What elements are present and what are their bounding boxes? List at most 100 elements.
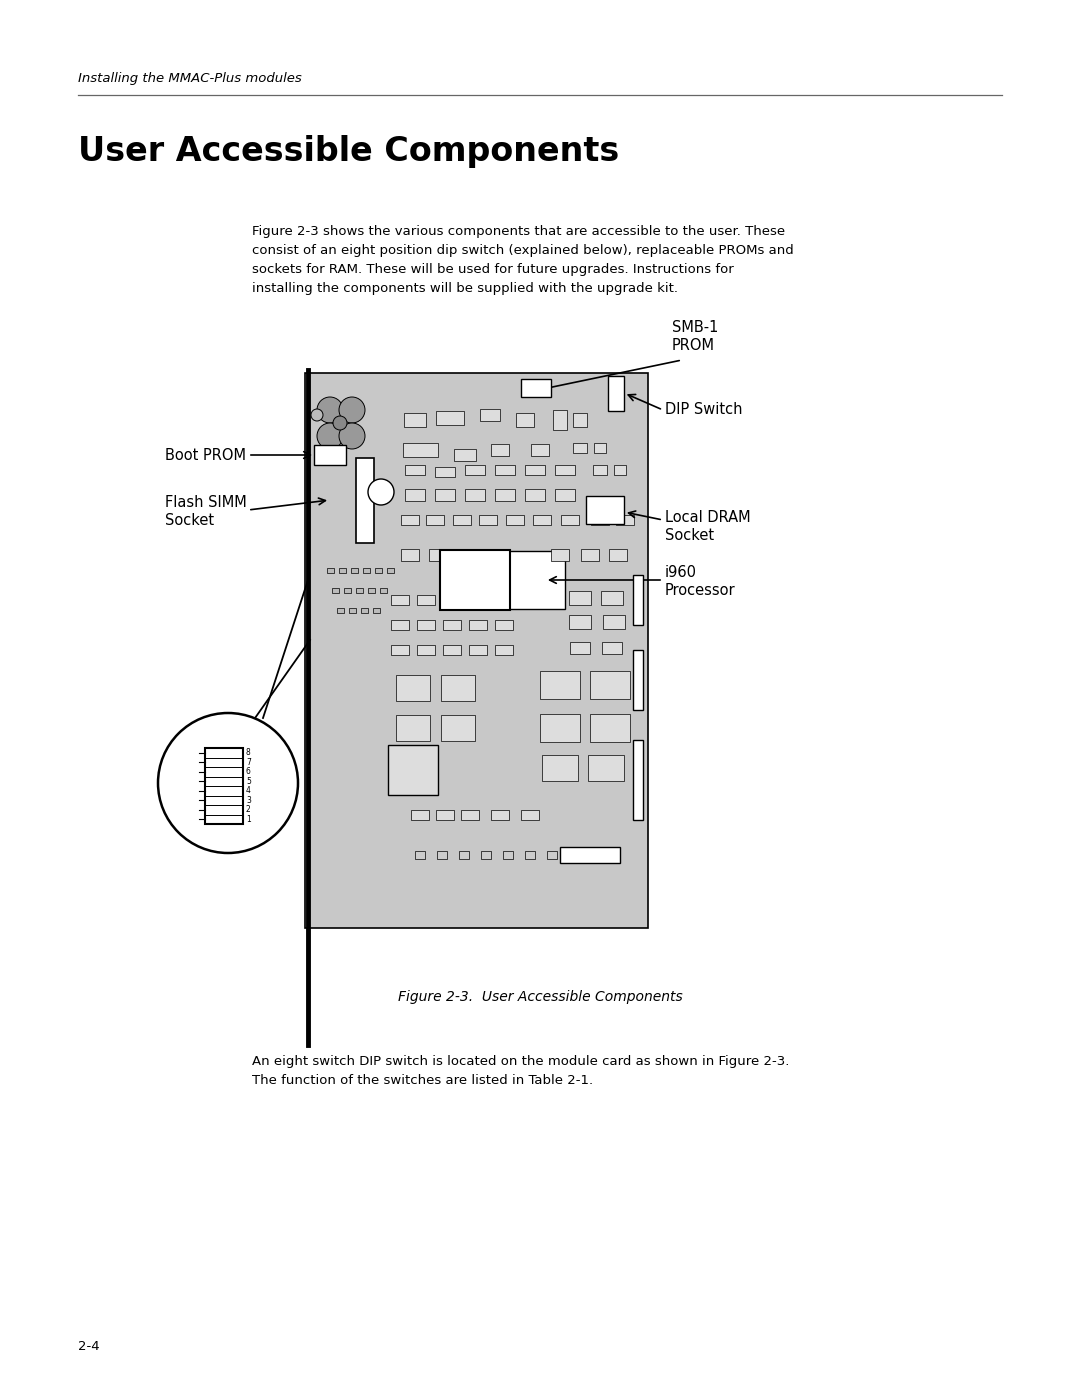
Bar <box>573 414 588 427</box>
Bar <box>561 515 579 525</box>
Bar <box>417 620 435 630</box>
Bar <box>415 851 426 859</box>
Bar <box>553 409 567 430</box>
Bar <box>401 515 419 525</box>
Circle shape <box>318 423 343 448</box>
Bar <box>590 714 630 742</box>
Bar <box>581 549 599 562</box>
Bar <box>361 608 367 612</box>
Bar <box>573 443 588 453</box>
Bar <box>551 549 569 562</box>
Bar <box>391 645 409 655</box>
Bar <box>465 465 485 475</box>
Bar <box>534 515 551 525</box>
Bar <box>561 847 620 863</box>
Bar <box>609 549 627 562</box>
Bar <box>429 549 447 562</box>
Bar <box>503 851 513 859</box>
Bar <box>465 489 485 502</box>
Bar <box>404 414 426 427</box>
Bar <box>441 675 475 701</box>
Bar <box>205 747 243 824</box>
Text: installing the components will be supplied with the upgrade kit.: installing the components will be suppli… <box>252 282 678 295</box>
Bar <box>351 567 357 573</box>
Bar <box>373 608 379 612</box>
Bar <box>491 810 509 820</box>
Bar <box>405 465 426 475</box>
Text: 5: 5 <box>246 777 251 785</box>
Text: User Accessible Components: User Accessible Components <box>78 136 619 168</box>
Bar <box>314 446 346 465</box>
Bar <box>435 489 455 502</box>
Bar <box>363 567 369 573</box>
Bar <box>461 810 480 820</box>
Bar <box>525 851 535 859</box>
Text: Flash SIMM: Flash SIMM <box>165 495 246 510</box>
Text: Local DRAM: Local DRAM <box>665 510 751 525</box>
Text: 8: 8 <box>246 749 251 757</box>
Circle shape <box>158 712 298 854</box>
Bar <box>469 645 487 655</box>
Bar <box>593 465 607 475</box>
Text: Socket: Socket <box>165 513 214 528</box>
Bar <box>435 467 455 476</box>
Bar <box>332 588 338 592</box>
Bar <box>391 595 409 605</box>
Bar <box>437 851 447 859</box>
Circle shape <box>339 423 365 448</box>
Text: DIP Switch: DIP Switch <box>665 402 743 418</box>
Bar <box>379 588 387 592</box>
Text: 6: 6 <box>246 767 251 777</box>
Bar <box>454 448 476 461</box>
Bar <box>375 567 381 573</box>
Bar <box>602 643 622 654</box>
Text: SMB-1: SMB-1 <box>672 320 718 335</box>
Circle shape <box>339 397 365 423</box>
Text: sockets for RAM. These will be used for future upgrades. Instructions for: sockets for RAM. These will be used for … <box>252 263 733 277</box>
Text: Socket: Socket <box>665 528 714 543</box>
Bar <box>588 754 624 781</box>
Bar <box>633 740 643 820</box>
Bar <box>481 851 491 859</box>
Bar <box>337 608 343 612</box>
Bar <box>516 414 534 427</box>
Bar <box>443 620 461 630</box>
Bar <box>396 675 430 701</box>
Bar <box>417 595 435 605</box>
Text: Boot PROM: Boot PROM <box>165 447 246 462</box>
Bar <box>546 851 557 859</box>
Bar <box>521 379 551 397</box>
Bar <box>594 443 606 453</box>
Bar <box>356 457 374 542</box>
Bar <box>443 595 461 605</box>
Bar <box>495 465 515 475</box>
Bar <box>633 576 643 624</box>
Bar <box>569 591 591 605</box>
Bar <box>616 515 634 525</box>
Bar <box>540 714 580 742</box>
Text: 1: 1 <box>246 814 251 824</box>
Bar <box>531 444 549 455</box>
Text: An eight switch DIP switch is located on the module card as shown in Figure 2-3.: An eight switch DIP switch is located on… <box>252 1055 789 1067</box>
Bar <box>355 588 363 592</box>
Text: consist of an eight position dip switch (explained below), replaceable PROMs and: consist of an eight position dip switch … <box>252 244 794 257</box>
Bar <box>569 615 591 629</box>
Bar <box>396 715 430 740</box>
Bar <box>495 550 565 609</box>
Text: 2: 2 <box>246 805 251 814</box>
Bar <box>459 851 469 859</box>
Circle shape <box>311 409 323 420</box>
Text: Figure 2-3 shows the various components that are accessible to the user. These: Figure 2-3 shows the various components … <box>252 225 785 237</box>
Bar <box>603 615 625 629</box>
Bar <box>590 671 630 698</box>
Text: Installing the MMAC-Plus modules: Installing the MMAC-Plus modules <box>78 73 301 85</box>
Bar <box>542 754 578 781</box>
Text: PROM: PROM <box>672 338 715 353</box>
Bar <box>411 810 429 820</box>
Bar <box>525 465 545 475</box>
Bar <box>367 588 375 592</box>
Bar <box>540 671 580 698</box>
Text: 4: 4 <box>246 787 251 795</box>
Bar <box>521 810 539 820</box>
Circle shape <box>368 479 394 504</box>
